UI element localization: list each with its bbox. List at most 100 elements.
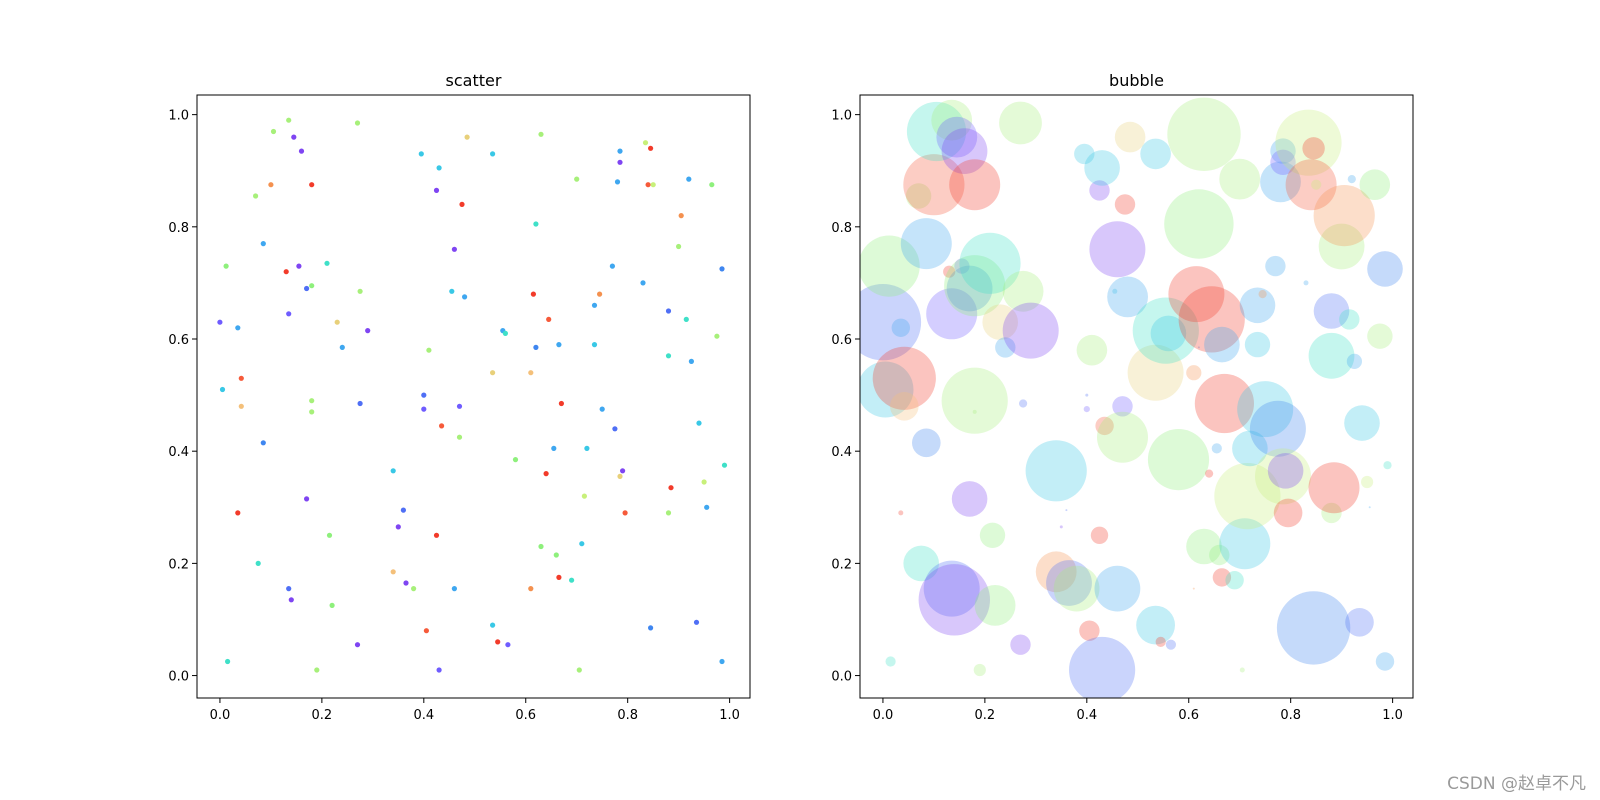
bubble [1321,502,1342,524]
scatter-point [490,151,496,157]
bubble [1194,373,1254,434]
y-tick-label: 0.2 [831,557,852,572]
bubble [1249,400,1306,457]
scatter-point [217,319,223,325]
y-tick-label: 0.2 [168,557,189,572]
bubble [972,409,977,414]
scatter-point [546,316,552,322]
scatter-point [357,288,363,294]
scatter-point [439,423,445,429]
bubble [1214,463,1281,530]
bubble [1114,194,1136,215]
bubble [1079,620,1100,641]
bubble [995,337,1016,358]
scatter-point [270,128,277,135]
bubble [1085,393,1089,397]
scatter-point [528,370,534,376]
y-tick-label: 0.0 [831,670,852,685]
y-tick-label: 0.8 [168,221,189,236]
bubble [941,128,988,175]
bubble [1232,430,1268,467]
scatter-point [286,117,292,123]
bubble [905,183,932,209]
scatter-point [268,182,274,188]
scatter-point [304,496,310,502]
scatter-point [719,658,725,665]
scatter-point [260,241,266,247]
scatter-point [464,134,470,140]
scatter-point [678,213,684,219]
scatter-point [225,658,231,665]
bubble [1178,286,1245,353]
bubble [1367,251,1403,287]
bubble [1010,634,1031,655]
bubble [1313,293,1350,329]
bubble [1270,149,1296,175]
scatter-point [556,342,562,348]
bubble [1132,297,1199,364]
bubble [1313,185,1375,247]
bubble [1165,639,1176,650]
scatter-point [288,597,294,603]
bubble [1212,568,1232,587]
bubble [1302,137,1325,160]
x-tick-label: 1.0 [719,708,740,723]
scatter-point [614,179,621,185]
bubble [1344,405,1380,441]
scatter-point [538,543,544,550]
scatter-point [390,468,396,474]
y-tick-label: 0.6 [831,333,852,348]
bubble [1225,571,1244,590]
bubble [1244,331,1271,358]
scatter-point [696,420,702,426]
plot-frame [859,94,1414,699]
scatter-point [642,140,649,146]
bubble [1074,143,1095,165]
scatter-point [286,311,292,317]
bubble [1383,461,1392,470]
scatter-point [456,434,463,440]
scatter-point [390,569,396,575]
scatter-panel: 0.0 0.2 0.4 0.6 0.8 1.0 0.0 0.2 0.4 0.6 0.8 1.0 scat… [168,71,751,723]
bubble [1311,179,1322,190]
bubble [1084,150,1120,186]
scatter-point [576,667,582,673]
bubble [1275,109,1342,176]
scatter-point [597,291,603,297]
scatter-point [579,541,585,547]
scatter-point [283,269,289,275]
bubble [1273,498,1303,528]
scatter-point [622,510,628,516]
scatter-point [701,479,707,485]
bubble [944,255,1006,317]
scatter-point [617,473,623,479]
y-tick-label: 0.0 [168,670,189,685]
scatter-point [688,358,695,364]
scatter-point [426,347,432,353]
bubble [1025,440,1087,502]
x-tick-label: 1.0 [1382,708,1403,723]
y-tick-label: 0.6 [168,333,189,348]
bubble [1167,97,1241,171]
scatter-point [451,246,457,252]
scatter-point [449,288,455,294]
bubble [1089,221,1146,278]
x-tick-label: 0.8 [1280,708,1301,723]
scatter-point [462,294,468,300]
scatter-point [569,577,575,583]
bubble [918,564,990,636]
scatter-point [354,642,361,648]
bubble [1112,288,1118,294]
scatter-point [530,291,537,297]
bubble [1197,346,1200,349]
scatter-point [260,440,266,446]
scatter-point [502,330,508,336]
scatter-point [686,176,692,182]
bubble [1209,544,1230,566]
scatter-point [354,120,361,126]
y-tick-label: 1.0 [831,109,852,124]
bubble [1164,189,1234,259]
scatter-point [543,471,549,477]
scatter-point [645,182,651,188]
